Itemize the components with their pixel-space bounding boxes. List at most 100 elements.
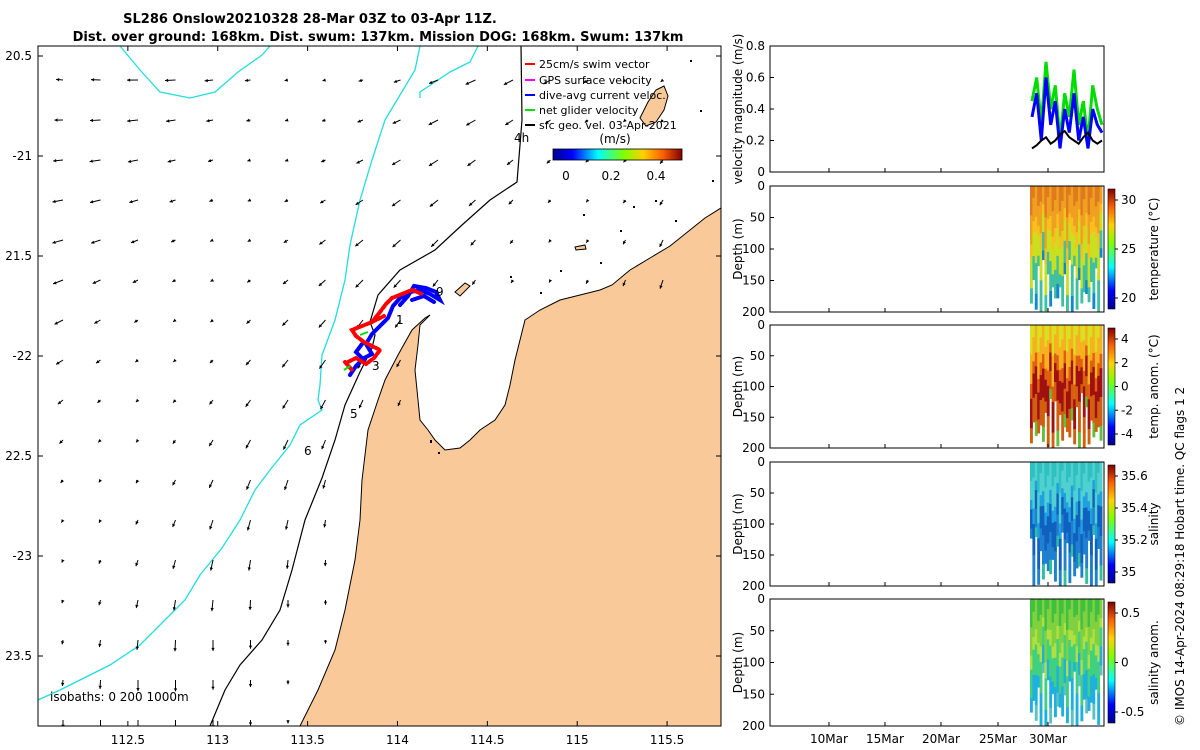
velocity-arrow-head	[392, 120, 397, 124]
velocity-arrow-head	[167, 159, 172, 163]
y-tick-label: 0.4	[746, 102, 765, 116]
velocity-arrow-head	[545, 120, 549, 124]
velocity-arrow-head	[54, 118, 58, 122]
heatmap-cell	[1044, 462, 1048, 476]
heatmap-cell	[1058, 249, 1062, 263]
heatmap-cell	[1070, 678, 1074, 695]
heatmap-cell	[1058, 369, 1062, 382]
heatmap-cell	[1049, 489, 1053, 505]
panel-ylabel: velocity magnitude (m/s)	[731, 34, 745, 185]
heatmap-cell	[1087, 399, 1091, 415]
velocity-series-2	[1031, 129, 1103, 150]
heatmap-cell	[1085, 641, 1089, 657]
heatmap-cell	[1066, 462, 1069, 473]
heatmap-cell	[1046, 416, 1050, 432]
heatmap-cell	[1049, 371, 1053, 381]
heatmap-cell	[1049, 614, 1053, 631]
heatmap-cell	[1058, 666, 1062, 681]
heatmap-cell	[1037, 507, 1041, 524]
heatmap-cell	[1063, 554, 1067, 571]
velocity-arrow-head	[466, 122, 470, 126]
velocity-arrow-head	[393, 79, 398, 83]
heatmap-cell	[1087, 272, 1091, 288]
heatmap-cell	[1099, 476, 1103, 493]
heatmap-cell	[1099, 646, 1103, 657]
velocity-arrow-head	[57, 400, 62, 405]
heatmap-cell	[1087, 626, 1091, 642]
heatmap-cell	[1034, 629, 1038, 645]
velocity-arrow-head	[319, 365, 323, 369]
velocity-arrow-head	[467, 162, 471, 166]
heatmap-cell	[1082, 624, 1086, 637]
velocity-arrow-head	[99, 727, 102, 730]
heatmap-cell	[1082, 661, 1086, 675]
heatmap-cell	[1042, 186, 1045, 196]
heatmap-cell	[1030, 481, 1033, 491]
heatmap-cell	[1058, 392, 1062, 404]
heatmap-cell	[1085, 462, 1089, 478]
velocity-arrow-head	[206, 119, 210, 123]
velocity-arrow-head	[548, 239, 552, 243]
heatmap-cell	[1080, 244, 1084, 260]
heatmap-cell	[1039, 517, 1043, 529]
heatmap-cell	[1070, 520, 1074, 534]
heatmap-cell	[1042, 222, 1045, 233]
heatmap-cell	[1046, 649, 1050, 661]
heatmap-cell	[1090, 396, 1093, 409]
heatmap-cell	[1034, 480, 1038, 491]
heatmap-cell	[1044, 525, 1048, 539]
heatmap-cell	[1087, 200, 1091, 216]
heatmap-cell	[1080, 629, 1084, 646]
heatmap-cell	[1097, 646, 1101, 663]
map-x-tick-label: 115.5	[650, 733, 684, 747]
velocity-arrow-head	[248, 722, 253, 726]
heatmap-cell	[1094, 632, 1098, 645]
heatmap-cell	[1097, 483, 1101, 495]
heatmap-cell	[1092, 471, 1096, 481]
heatmap-cell	[1073, 235, 1077, 247]
heatmap-cell	[1087, 369, 1091, 385]
heatmap-cell	[1070, 694, 1074, 711]
heatmap-cell	[1092, 262, 1096, 279]
heatmap-cell	[1061, 497, 1065, 507]
heatmap-cell	[1044, 550, 1048, 564]
heatmap-cell	[1054, 599, 1057, 615]
velocity-arrow-head	[98, 519, 102, 523]
track-label-1: 1	[396, 313, 404, 327]
heatmap-cell	[1075, 386, 1079, 397]
heatmap-cell	[1034, 644, 1038, 661]
heatmap-cell	[1099, 565, 1103, 581]
heatmap-cell	[1030, 413, 1033, 429]
colorbar-tick-label: 0	[1121, 656, 1129, 670]
heatmap-cell	[1066, 295, 1069, 312]
heatmap-cell	[1099, 239, 1103, 249]
heatmap-cell	[1042, 505, 1045, 521]
heatmap-cell	[1085, 253, 1089, 268]
heatmap-cell	[1058, 381, 1062, 393]
heatmap-cell	[1073, 561, 1077, 577]
heatmap-cell	[1068, 408, 1072, 424]
map-colorbar-tick-1: 0.2	[601, 169, 620, 183]
heatmap-cell	[1034, 186, 1038, 202]
velocity-arrow-head	[358, 78, 363, 83]
velocity-arrow-head	[428, 121, 433, 125]
heatmap-cell	[1034, 659, 1038, 676]
heatmap-cell	[1070, 360, 1074, 373]
heatmap-cell	[1094, 237, 1098, 248]
velocity-arrow-head	[209, 484, 213, 488]
heatmap-cell	[1049, 246, 1053, 262]
heatmap-cell	[1075, 488, 1079, 503]
heatmap-cell	[1068, 195, 1072, 205]
heatmap-cell	[1063, 376, 1067, 390]
heatmap-cell	[1042, 654, 1045, 664]
heatmap-cell	[1039, 264, 1043, 281]
velocity-arrow-head	[135, 562, 139, 567]
heatmap-cell	[1056, 255, 1060, 271]
velocity-arrow-head	[586, 198, 590, 203]
heatmap-cell	[1061, 231, 1065, 247]
heatmap-cell	[1030, 683, 1033, 699]
heatmap-cell	[1049, 661, 1053, 677]
heatmap-cell	[1066, 660, 1069, 677]
heatmap-cell	[1049, 334, 1053, 344]
heatmap-cell	[1075, 515, 1079, 529]
